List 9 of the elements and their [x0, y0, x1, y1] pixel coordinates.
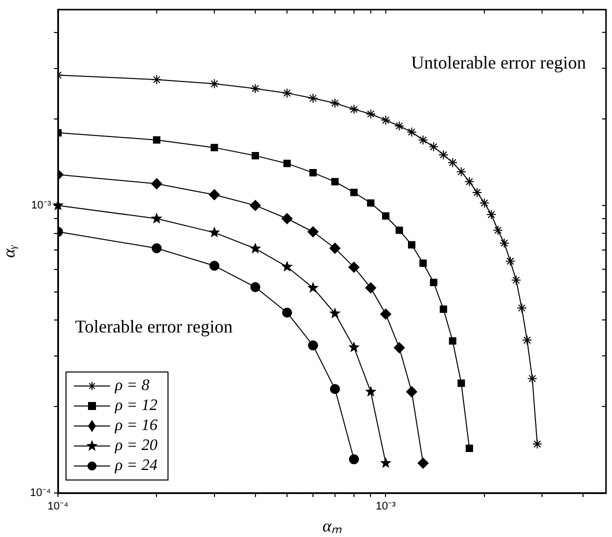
y-axis-title: αᵧ — [0, 244, 19, 258]
legend-label: ρ = 20 — [114, 437, 158, 454]
annotation: Untolerable error region — [411, 52, 586, 72]
legend-label: ρ = 8 — [114, 377, 150, 394]
legend-label: ρ = 24 — [114, 457, 158, 474]
x-axis-title: αₘ — [322, 516, 342, 536]
annotation: Tolerable error region — [75, 316, 233, 336]
legend-label: ρ = 16 — [114, 417, 158, 434]
legend-label: ρ = 12 — [114, 397, 158, 414]
